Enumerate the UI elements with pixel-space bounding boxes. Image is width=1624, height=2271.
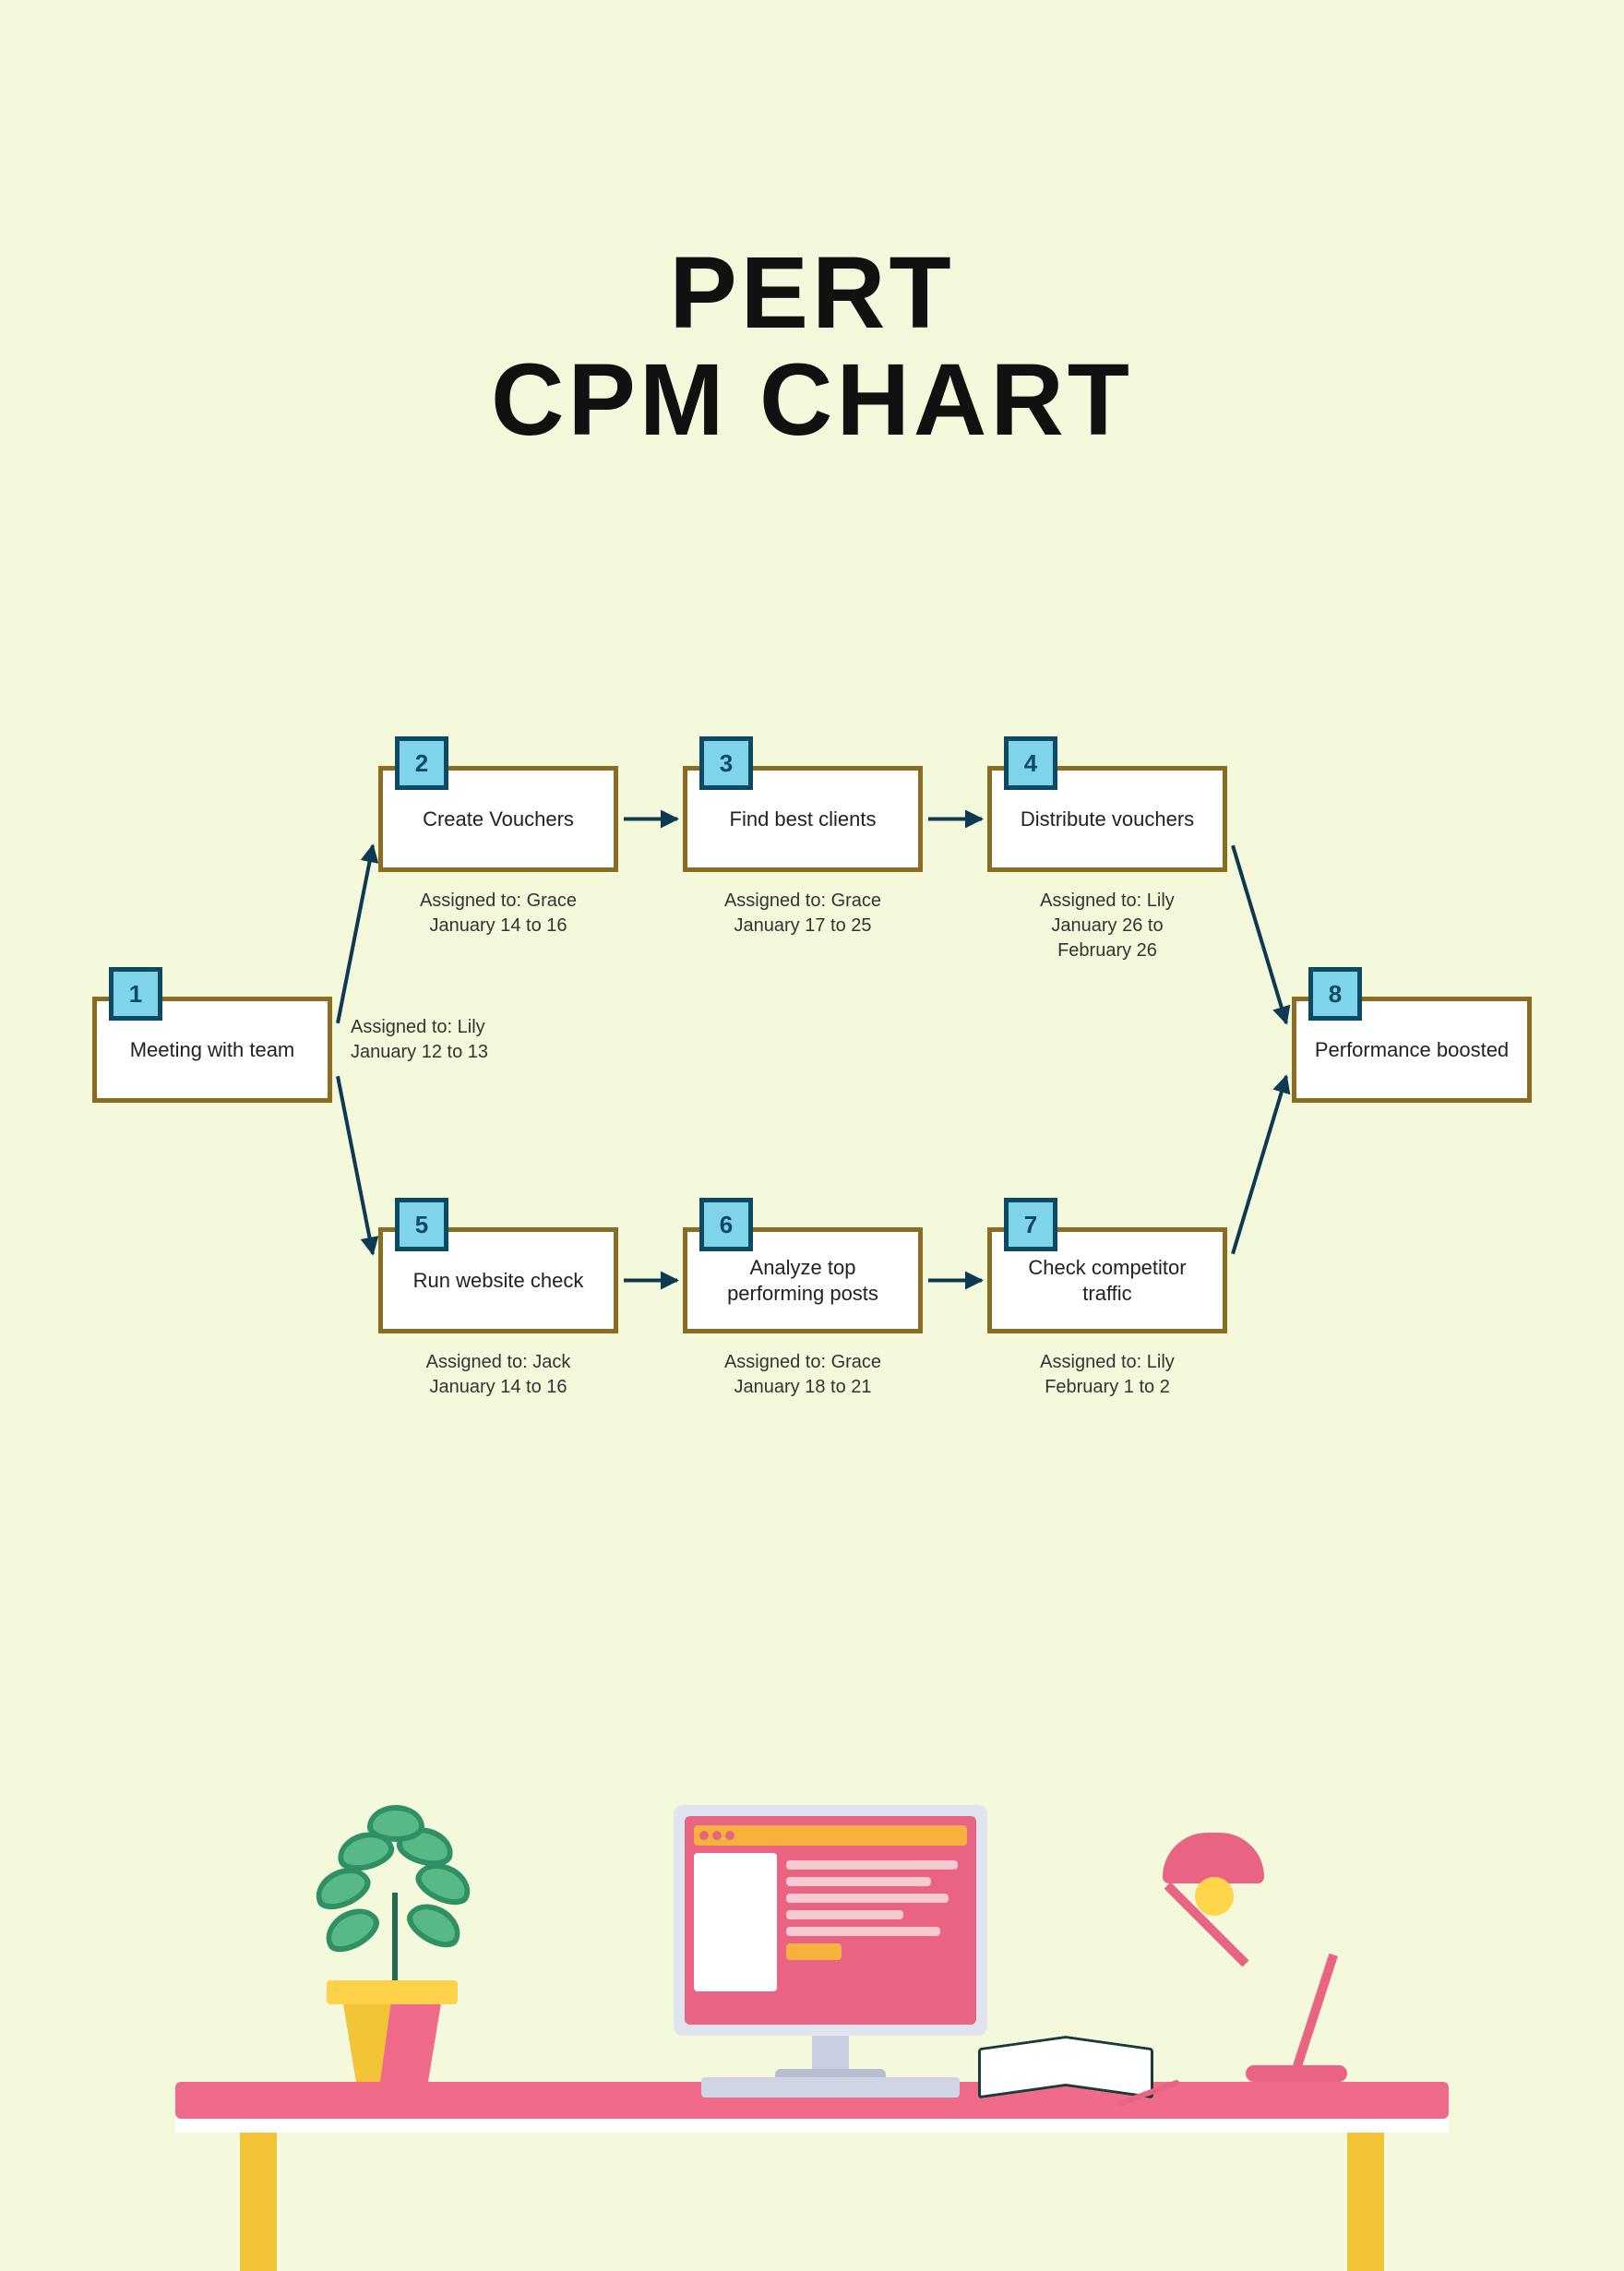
node-caption: Assigned to: LilyFebruary 1 to 2 [987,1350,1227,1400]
node-badge: 3 [699,736,753,790]
edge-n1-n2 [338,845,373,1023]
node-6: 6Analyze top performing postsAssigned to… [683,1227,923,1400]
node-badge: 5 [395,1198,448,1251]
keyboard-icon [701,2077,960,2098]
desk-illustration [0,1791,1624,2271]
desk-lamp-icon [1144,1833,1347,2082]
node-8: 8Performance boosted [1292,997,1532,1103]
node-badge: 1 [109,967,162,1021]
node-7: 7Check competitor trafficAssigned to: Li… [987,1227,1227,1400]
node-4: 4Distribute vouchersAssigned to: LilyJan… [987,766,1227,963]
edge-n7-n8 [1233,1076,1286,1254]
open-book-icon [978,2031,1153,2086]
node-caption: Assigned to: GraceJanuary 18 to 21 [683,1350,923,1400]
monitor-icon [674,1805,987,2082]
node-badge: 4 [1004,736,1057,790]
node-badge: 6 [699,1198,753,1251]
node-badge: 7 [1004,1198,1057,1251]
node-caption: Assigned to: GraceJanuary 14 to 16 [378,889,618,938]
table-leg-left [240,2119,277,2271]
node-badge: 2 [395,736,448,790]
edge-n4-n8 [1233,845,1286,1023]
table-leg-right [1347,2119,1384,2271]
node-1: 1Meeting with teamAssigned to: LilyJanua… [92,997,332,1103]
node-badge: 8 [1308,967,1362,1021]
edge-n1-n5 [338,1076,373,1254]
node-3: 3Find best clientsAssigned to: GraceJanu… [683,766,923,938]
plant-pot-icon [332,1980,452,2082]
plant-icon [314,1819,480,1994]
node-2: 2Create VouchersAssigned to: GraceJanuar… [378,766,618,938]
node-caption: Assigned to: LilyJanuary 12 to 13 [351,1015,581,1065]
node-caption: Assigned to: JackJanuary 14 to 16 [378,1350,618,1400]
node-caption: Assigned to: LilyJanuary 26 toFebruary 2… [987,889,1227,963]
pert-chart: 1Meeting with teamAssigned to: LilyJanua… [0,0,1624,1569]
node-5: 5Run website checkAssigned to: JackJanua… [378,1227,618,1400]
page: PERT CPM CHART 1Meeting with teamAssigne… [0,0,1624,2271]
node-caption: Assigned to: GraceJanuary 17 to 25 [683,889,923,938]
